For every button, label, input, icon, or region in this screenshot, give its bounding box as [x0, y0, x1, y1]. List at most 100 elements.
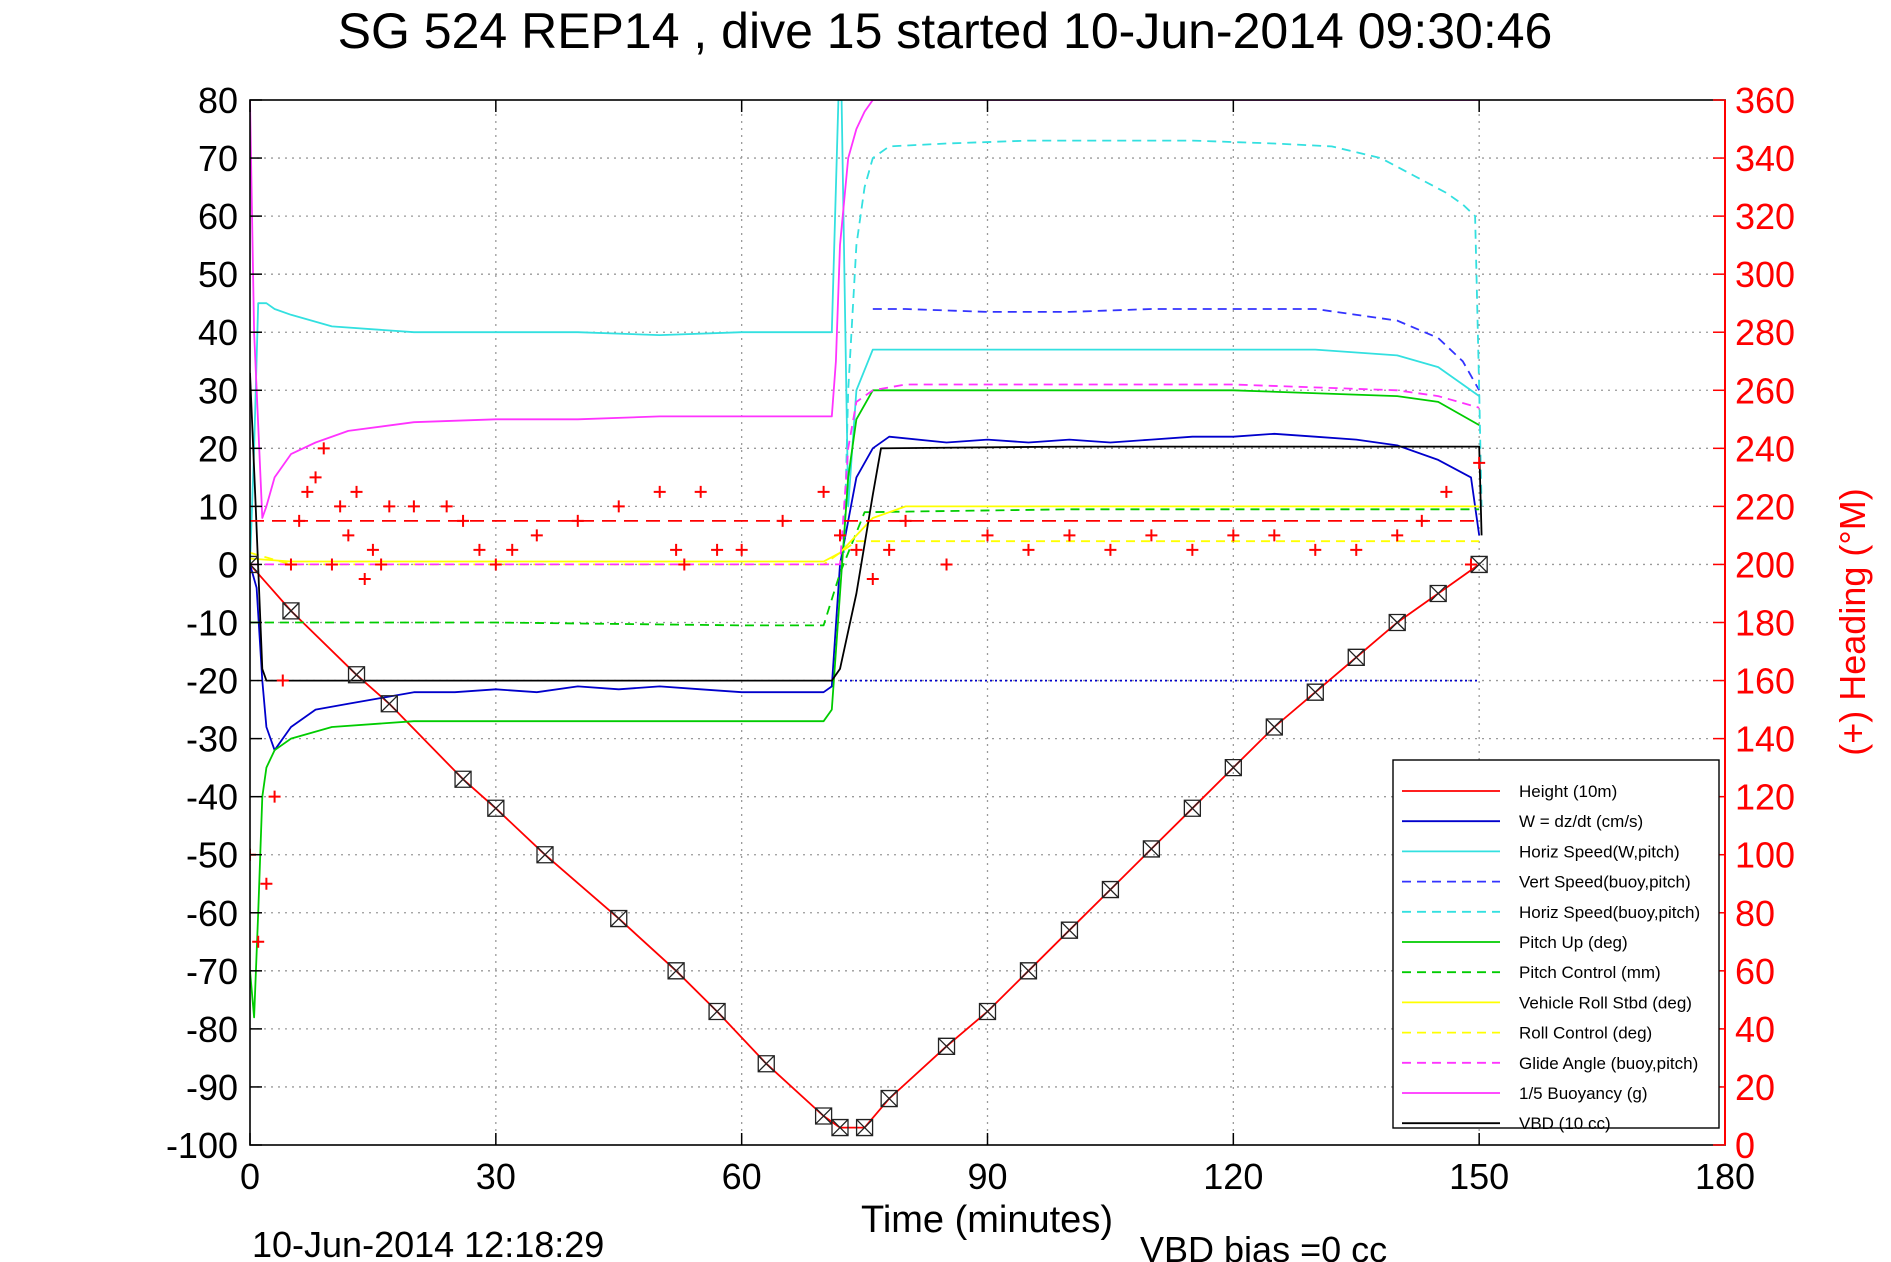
- right-tick-label: 220: [1735, 486, 1795, 527]
- heading-marker: [735, 543, 748, 556]
- right-tick-label: 160: [1735, 661, 1795, 702]
- legend: Height (10m) W = dz/dt (cm/s) Horiz Speed(…: [1392, 759, 1720, 1133]
- heading-marker: [1415, 514, 1428, 527]
- heading-marker: [407, 500, 420, 513]
- height-sample-marker: [1306, 683, 1324, 701]
- series-pitch-line: [250, 389, 1480, 1019]
- series-horiz_w-line: [250, 100, 1480, 565]
- y-tick-label: -100: [166, 1125, 238, 1166]
- heading-marker: [440, 500, 453, 513]
- right-tick-label: 260: [1735, 370, 1795, 411]
- right-tick-label: 120: [1735, 777, 1795, 818]
- heading-marker: [1391, 529, 1404, 542]
- heading-marker: [711, 543, 724, 556]
- series-lines: [250, 100, 1483, 1129]
- heading-marker: [457, 514, 470, 527]
- height-sample-marker: [380, 695, 398, 713]
- height-sample-marker: [1347, 648, 1365, 666]
- series-glide-line: [250, 383, 1480, 566]
- legend-entry-label: Vehicle Roll Stbd (deg): [1519, 993, 1692, 1012]
- legend-entry-label: Horiz Speed(buoy,pitch): [1519, 903, 1700, 922]
- heading-marker: [506, 543, 519, 556]
- height-sample-marker: [855, 1118, 874, 1137]
- heading-marker: [1464, 558, 1477, 571]
- y-tick-label: 50: [198, 254, 238, 295]
- height-sample-marker: [1060, 921, 1079, 939]
- legend-entry-label: Pitch Up (deg): [1519, 933, 1628, 952]
- legend-items: Height (10m) W = dz/dt (cm/s) Horiz Speed(…: [1402, 782, 1700, 1133]
- heading-marker: [940, 558, 953, 571]
- heading-marker: [317, 442, 330, 455]
- heading-marker: [350, 485, 363, 498]
- right-tick-label: 140: [1735, 719, 1795, 760]
- y-tick-label: 10: [198, 486, 238, 527]
- series-roll-line: [250, 505, 1480, 563]
- height-sample-marker: [937, 1037, 956, 1055]
- heading-marker: [866, 572, 879, 585]
- heading-marker: [1022, 543, 1035, 556]
- heading-marker: [366, 543, 379, 556]
- footer-timestamp: 10-Jun-2014 12:18:29: [252, 1224, 604, 1262]
- height-sample-marker: [831, 1118, 849, 1137]
- right-tick-label: 60: [1735, 951, 1775, 992]
- x-tick-label: 180: [1695, 1156, 1755, 1197]
- heading-marker: [834, 529, 846, 542]
- heading-marker: [899, 514, 912, 527]
- height-sample-marker: [1183, 799, 1202, 817]
- heading-marker: [334, 500, 347, 513]
- heading-marker: [293, 514, 306, 527]
- heading-marker: [342, 529, 355, 542]
- heading-marker: [252, 935, 265, 948]
- height-sample-marker: [708, 1002, 726, 1021]
- legend-entry-label: Horiz Speed(W,pitch): [1519, 842, 1680, 861]
- heading-marker: [612, 500, 625, 513]
- legend-entry-label: Vert Speed(buoy,pitch): [1519, 873, 1691, 892]
- legend-entry-label: VBD (10 cc): [1519, 1114, 1611, 1133]
- axis-ticks: 0 30 60 90 120 150 18080706050403020100-10-20-…: [166, 80, 1795, 1197]
- right-tick-label: 200: [1735, 544, 1795, 585]
- height-sample-marker: [1265, 718, 1283, 736]
- heading-marker: [653, 485, 666, 498]
- heading-marker: [1350, 543, 1363, 556]
- x-tick-label: 30: [476, 1156, 516, 1197]
- height-sample-marker: [610, 909, 628, 928]
- heading-marker: [883, 543, 896, 556]
- heading-marker: [276, 674, 289, 687]
- series-vbd-line: [250, 372, 1483, 682]
- heading-marker: [817, 485, 830, 498]
- heading-marker: [1104, 543, 1117, 556]
- height-sample-marker: [880, 1089, 898, 1108]
- height-sample-marker: [347, 666, 366, 684]
- legend-entry-label: Roll Control (deg): [1519, 1024, 1652, 1043]
- legend-entry-label: W = dz/dt (cm/s): [1519, 812, 1643, 831]
- heading-marker: [670, 543, 683, 556]
- heading-marker: [1268, 529, 1281, 542]
- heading-marker: [1145, 529, 1158, 542]
- heading-marker: [571, 514, 584, 527]
- heading-marker: [1186, 543, 1199, 556]
- right-tick-label: 180: [1735, 603, 1795, 644]
- height-sample-marker: [487, 799, 505, 817]
- heading-marker: [694, 485, 707, 498]
- y-tick-label: -30: [186, 719, 238, 760]
- heading-marker: [1309, 543, 1322, 556]
- height-sample-marker: [667, 962, 685, 980]
- heading-marker: [678, 558, 691, 571]
- vbd-bias-label: VBD bias =0 cc: [1140, 1229, 1387, 1262]
- heading-marker: [383, 500, 396, 513]
- series-vert_buoy-line: [872, 308, 1480, 391]
- x-tick-label: 0: [240, 1156, 260, 1197]
- series-pitch_control-line: [250, 508, 1480, 627]
- heading-marker: [358, 572, 371, 585]
- heading-marker: [284, 558, 297, 571]
- y-tick-label: 70: [198, 138, 238, 179]
- legend-entry-label: 1/5 Buoyancy (g): [1519, 1084, 1648, 1103]
- x-axis-label: Time (minutes): [861, 1199, 1113, 1241]
- y-tick-label: 60: [198, 196, 238, 237]
- right-tick-label: 340: [1735, 138, 1795, 179]
- height-sample-marker: [1019, 962, 1038, 980]
- height-sample-marker: [536, 846, 554, 864]
- heading-marker: [1440, 485, 1453, 498]
- x-tick-label: 120: [1203, 1156, 1263, 1197]
